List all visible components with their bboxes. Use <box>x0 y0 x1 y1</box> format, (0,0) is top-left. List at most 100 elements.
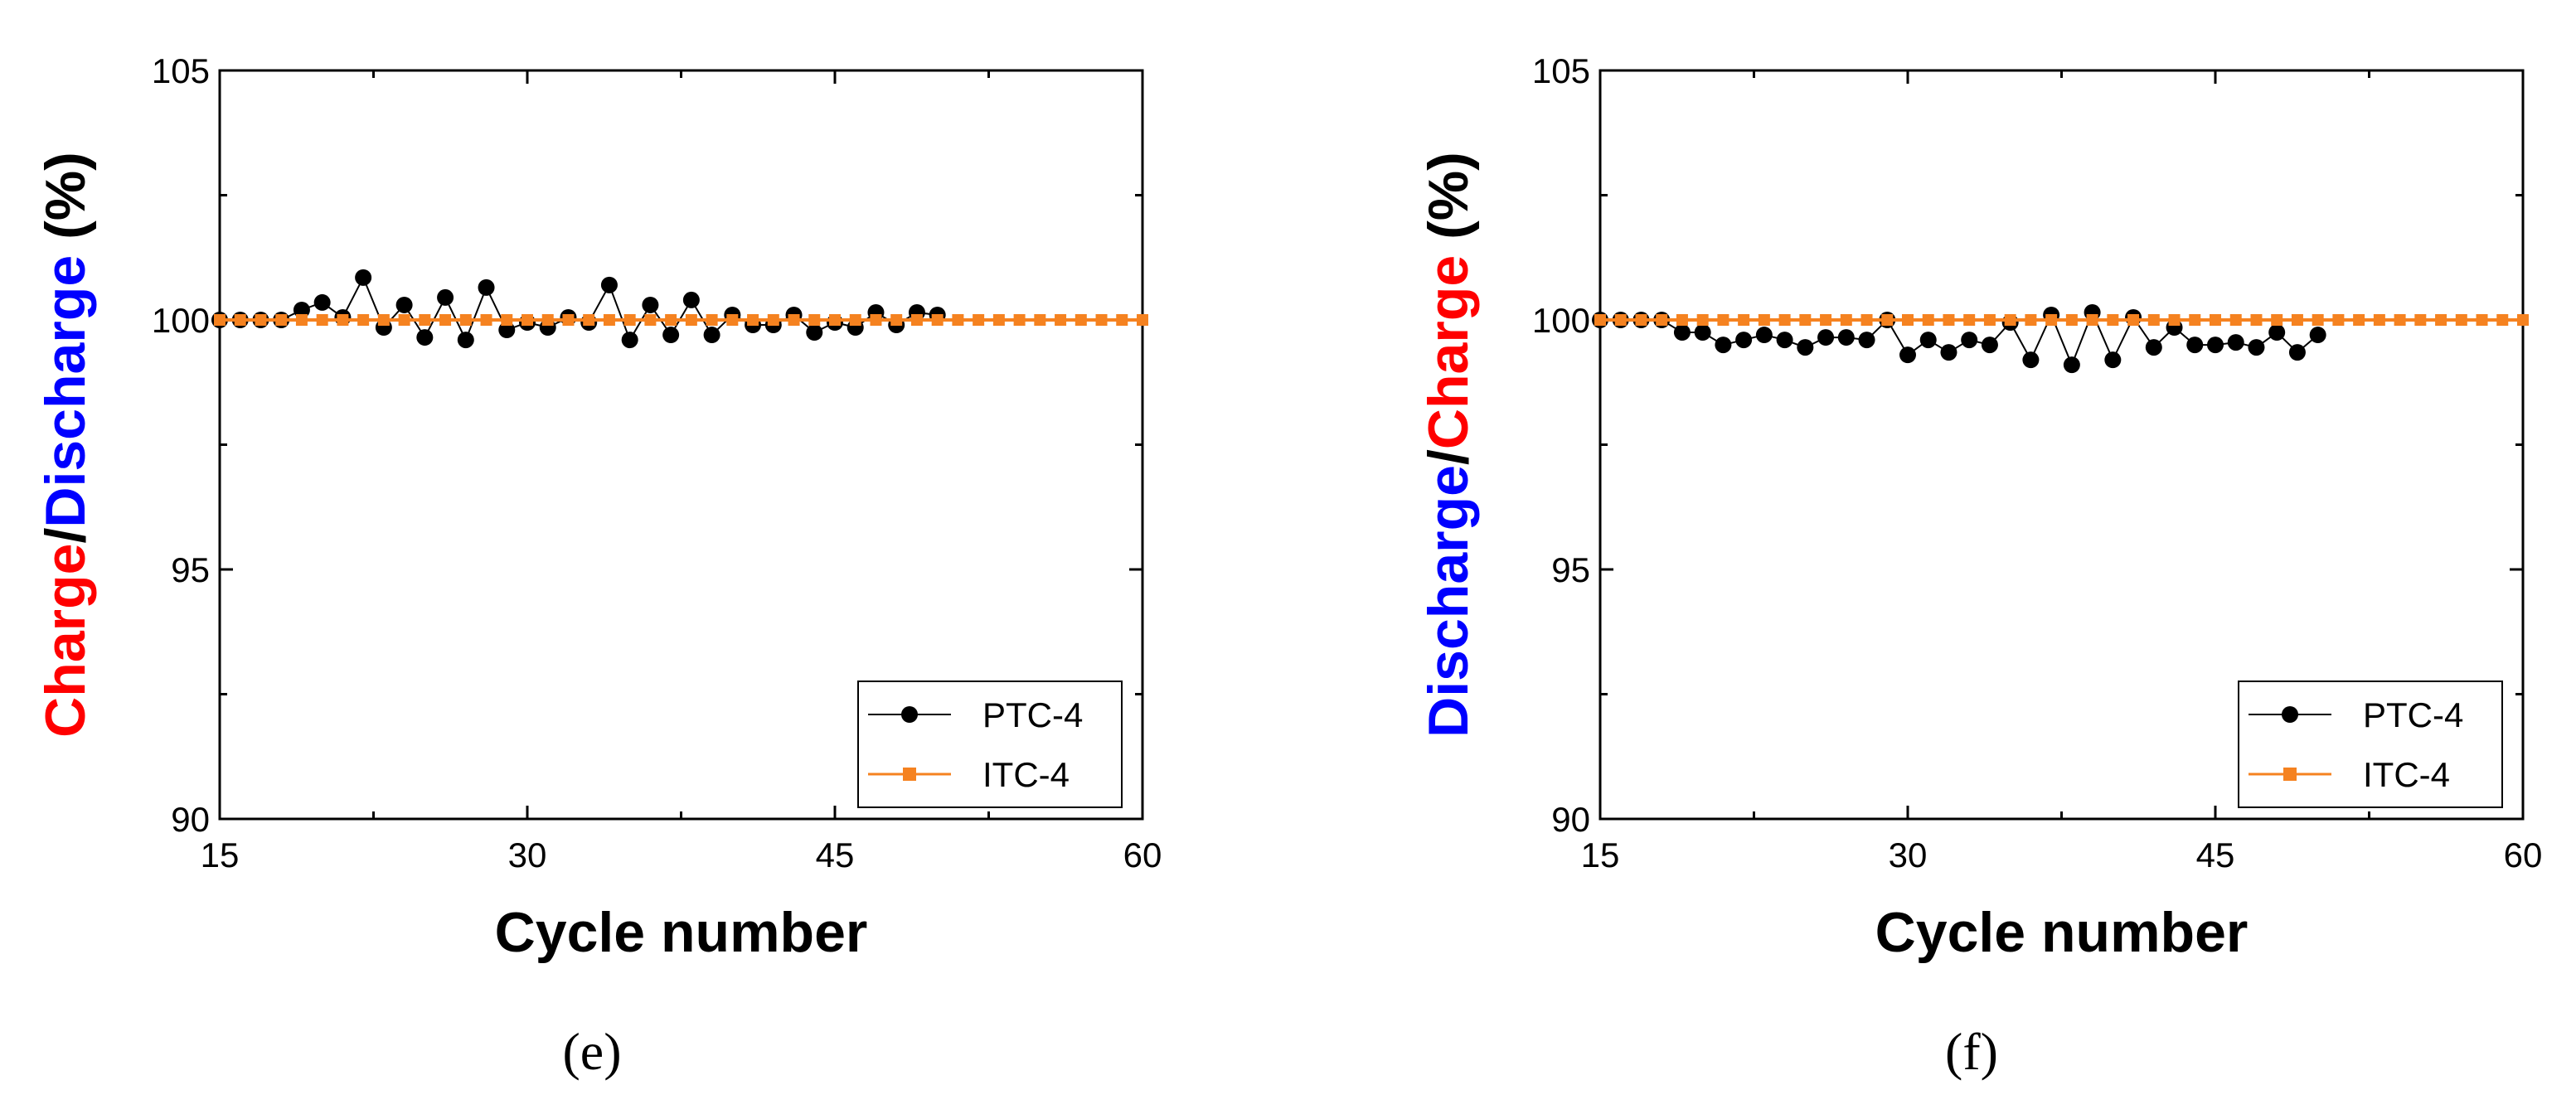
data-point-itc-4 <box>2147 314 2160 326</box>
panel-label: (f) <box>1945 1022 1998 1081</box>
y-axis-title-part: Discharge <box>1417 465 1480 738</box>
x-tick-label: 60 <box>2504 836 2543 874</box>
data-point-ptc-4 <box>2207 337 2224 354</box>
data-point-ptc-4 <box>498 322 516 339</box>
data-point-ptc-4 <box>806 324 823 341</box>
data-point-itc-4 <box>603 314 615 326</box>
legend-label-ptc-4: PTC-4 <box>2363 695 2463 734</box>
data-point-itc-4 <box>890 314 903 326</box>
data-point-itc-4 <box>2168 314 2181 326</box>
series-itc-4 <box>1594 314 2529 326</box>
data-point-itc-4 <box>829 314 841 326</box>
data-point-ptc-4 <box>682 291 700 308</box>
x-tick-label: 30 <box>508 836 547 874</box>
series-itc-4 <box>214 314 1148 326</box>
y-tick-label: 100 <box>1532 301 1590 340</box>
data-point-ptc-4 <box>1776 332 1793 349</box>
data-point-ptc-4 <box>2063 356 2080 374</box>
x-tick-label: 15 <box>201 836 240 874</box>
data-point-itc-4 <box>747 314 759 326</box>
x-tick-label: 45 <box>816 836 855 874</box>
data-point-ptc-4 <box>1755 327 1773 344</box>
series-ptc-4 <box>211 269 946 349</box>
data-point-itc-4 <box>992 314 1005 326</box>
data-point-itc-4 <box>2127 314 2140 326</box>
data-point-itc-4 <box>357 314 370 326</box>
data-point-itc-4 <box>910 314 923 326</box>
data-point-itc-4 <box>685 314 697 326</box>
legend-marker-ptc-4 <box>901 706 918 723</box>
data-point-ptc-4 <box>1694 324 1711 341</box>
data-point-itc-4 <box>2353 314 2365 326</box>
y-tick-label: 95 <box>1551 550 1590 589</box>
legend-box <box>2238 681 2503 808</box>
chart-panel-e: 15 30 45 60 90 95 100 105 Cycle number Charge/Dis… <box>34 51 1162 1081</box>
data-point-itc-4 <box>255 314 267 326</box>
y-axis-title: Charge/Discharge (%) <box>34 152 97 738</box>
data-point-itc-4 <box>2291 314 2303 326</box>
data-point-ptc-4 <box>621 332 638 349</box>
y-axis-title-part: (%) <box>1417 152 1480 255</box>
data-point-ptc-4 <box>355 269 372 286</box>
x-tick-label: 45 <box>2196 836 2235 874</box>
data-point-itc-4 <box>1922 314 1934 326</box>
data-point-itc-4 <box>541 314 554 326</box>
x-axis-title: Cycle number <box>1875 901 2249 964</box>
data-point-itc-4 <box>2086 314 2098 326</box>
data-point-itc-4 <box>2332 314 2345 326</box>
legend-marker-itc-4 <box>903 768 916 781</box>
data-point-itc-4 <box>1614 314 1627 326</box>
data-point-itc-4 <box>1799 314 1812 326</box>
data-point-ptc-4 <box>293 301 310 318</box>
y-axis-title-part: / <box>34 528 97 544</box>
data-point-itc-4 <box>808 314 821 326</box>
data-point-itc-4 <box>2476 314 2488 326</box>
y-axis-title: Discharge/Charge (%) <box>1417 152 1480 738</box>
x-axis-title: Cycle number <box>495 901 868 964</box>
data-point-itc-4 <box>1758 314 1770 326</box>
data-point-ptc-4 <box>457 332 474 349</box>
data-point-itc-4 <box>439 314 452 326</box>
data-point-itc-4 <box>1738 314 1750 326</box>
data-point-itc-4 <box>2414 314 2427 326</box>
data-point-itc-4 <box>2455 314 2467 326</box>
data-point-ptc-4 <box>1940 344 1957 361</box>
data-point-itc-4 <box>706 314 718 326</box>
data-point-itc-4 <box>1820 314 1832 326</box>
legend-label-ptc-4: PTC-4 <box>982 695 1083 734</box>
legend-marker-ptc-4 <box>2282 706 2298 723</box>
data-point-ptc-4 <box>2186 337 2204 354</box>
data-point-itc-4 <box>214 314 226 326</box>
y-axis-title-part: (%) <box>34 152 97 255</box>
data-point-itc-4 <box>1881 314 1894 326</box>
data-point-itc-4 <box>1137 314 1148 326</box>
data-point-ptc-4 <box>642 296 659 313</box>
y-axis-title-part: / <box>1417 449 1480 465</box>
data-point-itc-4 <box>1840 314 1852 326</box>
data-point-ptc-4 <box>600 276 618 293</box>
data-point-ptc-4 <box>2268 324 2286 341</box>
data-point-itc-4 <box>1696 314 1709 326</box>
data-point-itc-4 <box>870 314 882 326</box>
data-point-itc-4 <box>1013 314 1026 326</box>
data-point-itc-4 <box>665 314 677 326</box>
data-point-itc-4 <box>1902 314 1914 326</box>
data-point-ptc-4 <box>1735 332 1753 349</box>
data-point-ptc-4 <box>313 293 331 311</box>
data-point-ptc-4 <box>2309 327 2326 344</box>
data-point-ptc-4 <box>437 288 454 306</box>
data-point-itc-4 <box>2435 314 2447 326</box>
data-point-ptc-4 <box>1673 324 1691 341</box>
data-point-ptc-4 <box>1858 332 1875 349</box>
data-point-ptc-4 <box>395 296 413 313</box>
data-point-ptc-4 <box>478 278 495 296</box>
data-point-itc-4 <box>2025 314 2037 326</box>
data-point-itc-4 <box>1116 314 1128 326</box>
data-point-itc-4 <box>644 314 657 326</box>
data-point-itc-4 <box>501 314 513 326</box>
data-point-itc-4 <box>295 314 308 326</box>
data-point-itc-4 <box>2312 314 2324 326</box>
legend: PTC-4 ITC-4 <box>857 681 1123 808</box>
data-point-ptc-4 <box>1817 329 1835 346</box>
